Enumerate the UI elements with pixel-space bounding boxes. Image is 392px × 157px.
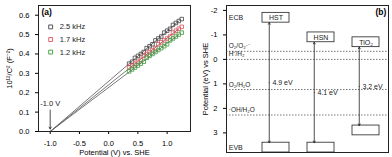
svg-text:HSN: HSN: [314, 34, 329, 41]
svg-text:-1.0: -1.0: [44, 139, 57, 148]
svg-text:-2: -2: [211, 6, 218, 15]
svg-text:0.2: 0.2: [19, 88, 29, 97]
svg-text:0.6: 0.6: [19, 11, 29, 20]
svg-text:2: 2: [213, 104, 217, 113]
svg-text:-0.5: -0.5: [73, 139, 86, 148]
svg-text:1.0: 1.0: [162, 139, 172, 148]
svg-text:1.7 kHz: 1.7 kHz: [60, 35, 86, 44]
svg-text:-1: -1: [211, 30, 218, 39]
svg-text:0.0: 0.0: [103, 139, 113, 148]
svg-text:4.9 eV: 4.9 eV: [272, 79, 293, 86]
svg-text:Potential (eV) vs SHE: Potential (eV) vs SHE: [201, 43, 210, 116]
svg-text:ECB: ECB: [229, 14, 244, 21]
svg-text:HST: HST: [269, 14, 284, 21]
svg-text:0.1: 0.1: [19, 108, 29, 117]
svg-text:0.4: 0.4: [19, 49, 29, 58]
svg-text:0.5: 0.5: [133, 139, 143, 148]
svg-text:3: 3: [213, 128, 217, 137]
svg-text:2.5 kHz: 2.5 kHz: [60, 22, 86, 31]
svg-text:3.2 eV: 3.2 eV: [362, 83, 383, 90]
svg-text:(b): (b): [375, 7, 386, 17]
svg-text:4.1 eV: 4.1 eV: [317, 89, 338, 96]
svg-text:0.0: 0.0: [19, 127, 29, 136]
svg-text:H⁺/H₂: H⁺/H₂: [229, 50, 245, 57]
svg-text:EVB: EVB: [229, 144, 243, 151]
svg-text:·OH/H₂O: ·OH/H₂O: [229, 106, 255, 113]
svg-text:1.2 kHz: 1.2 kHz: [60, 48, 86, 57]
svg-text:0: 0: [213, 55, 217, 64]
svg-text:10¹²/C² (F⁻²): 10¹²/C² (F⁻²): [5, 48, 14, 89]
svg-text:1: 1: [213, 79, 217, 88]
svg-text:Potential (V) vs. SHE: Potential (V) vs. SHE: [79, 148, 149, 157]
svg-text:0.3: 0.3: [19, 69, 29, 78]
svg-text:O₂/H₂O: O₂/H₂O: [229, 81, 251, 88]
svg-text:0.5: 0.5: [19, 30, 29, 39]
svg-text:-1.0 V: -1.0 V: [40, 99, 60, 108]
svg-text:TiO₂: TiO₂: [359, 38, 373, 45]
svg-text:(a): (a): [42, 7, 53, 17]
svg-text:O₂/O₂·⁻: O₂/O₂·⁻: [229, 42, 250, 49]
